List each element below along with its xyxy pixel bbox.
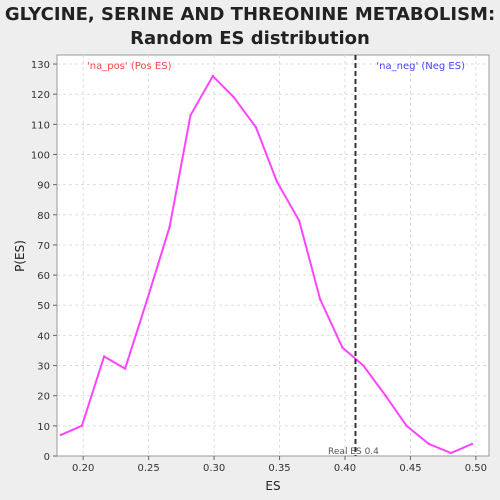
x-axis: 0.20 0.25 0.30 0.35 0.40 0.45 0.50 xyxy=(72,456,487,474)
y-tick-label: 0 xyxy=(44,452,50,463)
x-tick-label: 0.25 xyxy=(138,463,160,474)
real-es-label: Real ES 0.4 xyxy=(328,447,379,457)
y-tick-label: 40 xyxy=(37,331,50,342)
chart-title-line-2: Random ES distribution xyxy=(130,28,370,49)
y-tick-label: 20 xyxy=(37,392,50,403)
data-point xyxy=(189,114,192,117)
y-tick-label: 30 xyxy=(37,362,50,373)
y-tick-label: 60 xyxy=(37,271,50,282)
data-point xyxy=(102,355,106,358)
grid xyxy=(57,55,489,456)
neg-es-annotation: 'na_neg' (Neg ES) xyxy=(376,61,465,72)
x-tick-label: 0.30 xyxy=(203,463,225,474)
data-point xyxy=(384,394,387,397)
plot-area xyxy=(56,54,490,457)
data-point xyxy=(341,346,344,349)
data-point xyxy=(470,442,474,446)
data-point xyxy=(232,96,235,99)
series-line xyxy=(60,74,473,455)
x-tick-label: 0.40 xyxy=(334,463,356,474)
x-tick-label: 0.20 xyxy=(72,463,94,474)
y-tick-label: 100 xyxy=(31,150,50,161)
y-tick-label: 90 xyxy=(37,181,50,192)
series-points xyxy=(59,74,474,455)
chart-title-line-1: GLYCINE, SERINE AND THREONINE METABOLISM… xyxy=(4,4,496,25)
data-point xyxy=(211,74,214,78)
pos-es-annotation: 'na_pos' (Pos ES) xyxy=(87,61,172,72)
data-point xyxy=(59,433,63,437)
data-point xyxy=(254,126,258,129)
data-point xyxy=(362,364,365,367)
data-point xyxy=(297,219,301,223)
y-tick-label: 120 xyxy=(31,90,50,101)
y-tick-label: 70 xyxy=(37,241,50,252)
y-axis: 0 10 20 30 40 50 60 70 80 90 100 110 120 130 xyxy=(31,60,57,463)
data-point xyxy=(123,367,127,370)
y-tick-label: 80 xyxy=(37,211,50,222)
x-axis-label: ES xyxy=(265,479,280,493)
x-tick-label: 0.50 xyxy=(465,463,487,474)
data-point xyxy=(405,424,408,428)
y-tick-label: 10 xyxy=(37,422,50,433)
data-point xyxy=(449,451,453,455)
data-point xyxy=(168,225,171,229)
y-tick-label: 50 xyxy=(37,301,50,312)
data-point xyxy=(318,298,322,301)
x-tick-label: 0.45 xyxy=(399,463,421,474)
y-tick-label: 130 xyxy=(31,60,50,71)
data-point xyxy=(427,442,430,446)
x-tick-label: 0.35 xyxy=(268,463,290,474)
data-point xyxy=(80,424,84,428)
data-point xyxy=(146,298,149,301)
y-tick-label: 110 xyxy=(31,120,50,131)
y-axis-label: P(ES) xyxy=(13,240,27,272)
data-point xyxy=(275,180,279,183)
